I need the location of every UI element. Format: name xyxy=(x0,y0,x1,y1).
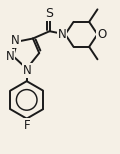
Text: N: N xyxy=(58,28,66,41)
Text: S: S xyxy=(46,7,54,20)
Text: O: O xyxy=(97,28,106,41)
Text: N: N xyxy=(23,64,32,77)
Text: N: N xyxy=(11,34,20,47)
Text: N: N xyxy=(6,50,14,63)
Text: F: F xyxy=(23,119,30,132)
